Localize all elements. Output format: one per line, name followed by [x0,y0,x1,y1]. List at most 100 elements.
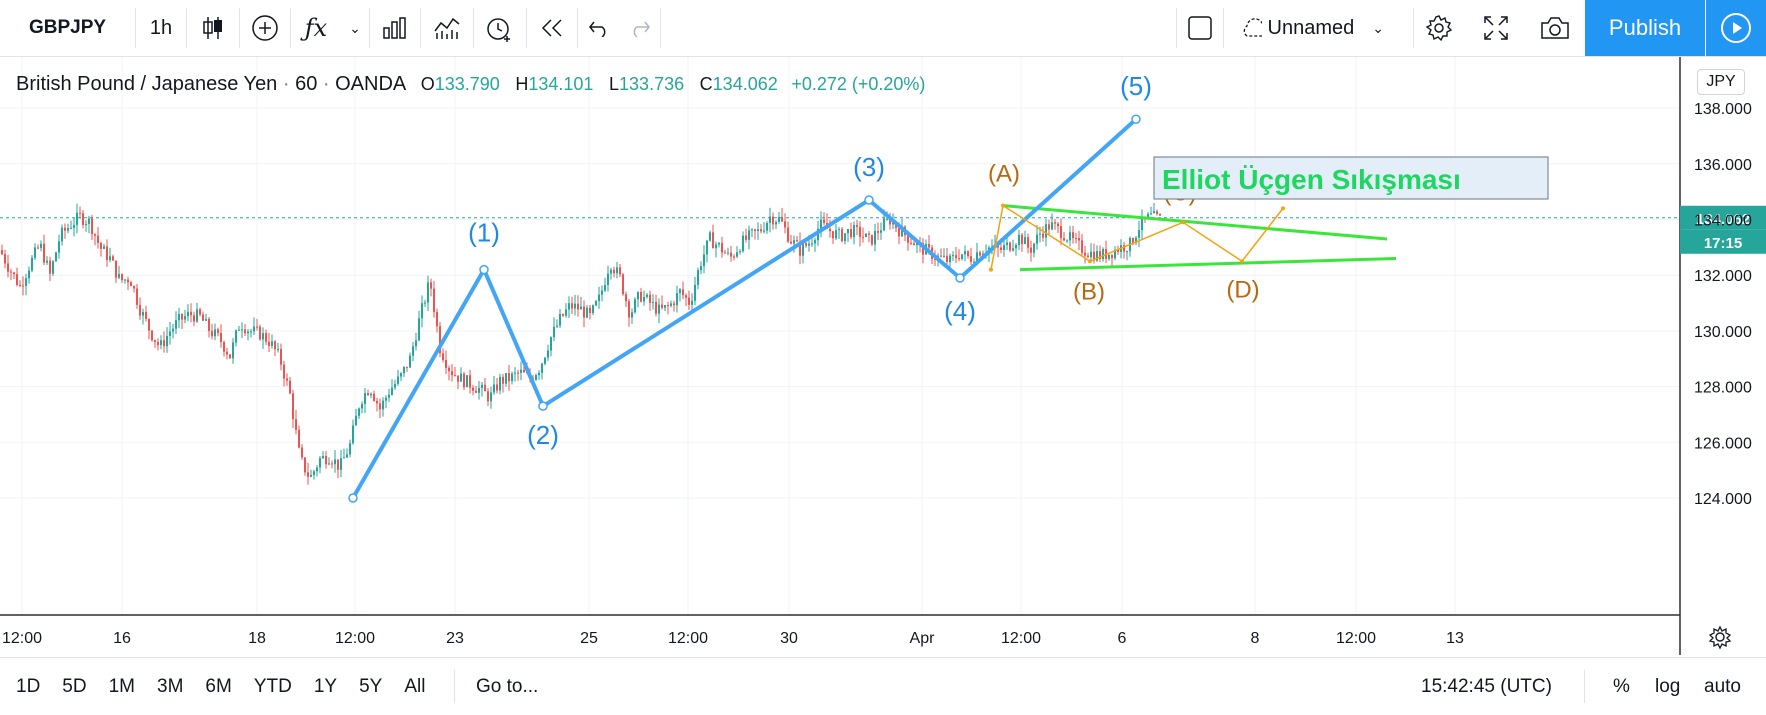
countdown-badge [1680,229,1766,254]
publish-button[interactable]: Publish [1585,0,1705,56]
candle-body [352,425,354,444]
impulse-wave-line [351,117,1138,499]
abcde-point [1088,259,1092,264]
candle-body [607,273,609,286]
undo-button[interactable] [578,0,620,56]
candle-body [697,270,699,285]
abcde-point [1181,220,1185,225]
candle-body [1060,226,1062,239]
wave-point [348,493,358,503]
goto-label: Go to... [476,675,539,697]
percent-toggle[interactable]: % [1613,658,1630,715]
candle-body [844,233,846,242]
log-toggle[interactable]: log [1655,658,1680,715]
candle-body [370,393,372,396]
wave-point [955,273,965,283]
candle-body [1150,213,1152,215]
candle-body [691,300,693,305]
candle-body [1003,245,1005,251]
candle-body [979,252,981,256]
candle-body [358,408,360,416]
candle-body [1087,255,1089,258]
play-button[interactable] [1706,0,1766,56]
candle-body [583,306,585,318]
replay-button[interactable] [527,0,577,56]
candle-body [553,326,555,338]
candle-body [874,231,876,245]
financials-button[interactable] [370,0,420,56]
symbol-search-button[interactable]: GBPJPY [0,0,135,56]
chart-type-button[interactable] [187,0,239,56]
candle-body [796,240,798,242]
goto-button[interactable]: Go to... [476,658,538,715]
settings-button[interactable] [1414,0,1464,56]
candle-body [118,273,120,278]
candle-body [478,387,480,393]
time-tick-label: 6 [1118,630,1127,647]
candle-body [898,228,900,237]
range-button-1m[interactable]: 1M [108,675,135,697]
candle-body [1054,222,1056,224]
snapshot-button[interactable] [1529,0,1581,56]
candle-body [121,273,123,281]
wave-point [479,264,489,275]
candle-body [415,340,417,347]
abcde-wave-line [990,204,1284,270]
candle-body [706,240,708,255]
camera-icon [1541,17,1569,39]
candle-body [205,318,207,321]
range-button-3m[interactable]: 3M [157,675,184,697]
candle-body [754,229,756,232]
range-button-5d[interactable]: 5D [62,675,87,697]
candle-body [484,384,486,392]
candle-body [1033,243,1035,253]
candle-body [379,403,381,410]
candle-body [187,311,189,317]
range-button-ytd[interactable]: YTD [253,675,292,697]
alert-button[interactable] [474,0,526,56]
layout-name-button[interactable]: Unnamed ⌄ [1224,0,1384,56]
range-button-all[interactable]: All [404,675,426,697]
candle-body [328,463,330,465]
candle-body [1057,223,1059,227]
abcde-point [1240,259,1244,264]
candle-body [1063,238,1065,241]
candle-body [1102,249,1104,260]
range-button-6m[interactable]: 6M [205,675,232,697]
legend-exchange: OANDA [335,73,406,95]
candle-body [406,366,408,368]
candle-body [127,279,129,283]
range-button-1d[interactable]: 1D [16,675,41,697]
redo-button[interactable] [620,0,660,56]
candle-body [961,254,963,259]
indicators-button[interactable]: ƒx [291,0,341,56]
candle-body [1009,242,1011,251]
series-legend: British Pound / Japanese Yen · 60 · OAND… [16,73,926,95]
candle-body [64,227,66,231]
fullscreen-button[interactable] [1471,0,1521,56]
compare-button[interactable] [240,0,290,56]
candle-body [289,380,291,394]
candle-body [514,372,516,374]
candle-body [103,246,105,249]
currency-button[interactable]: JPY [1697,69,1745,95]
candle-body [247,331,249,334]
select-layout-button[interactable] [1177,0,1223,56]
range-button-5y[interactable]: 5Y [359,675,383,697]
time-tick-label: 12:00 [668,630,708,647]
price-tick-label: 130.000 [1694,324,1752,341]
cloud-icon [1243,18,1262,37]
candle-body [436,312,438,327]
interval-button[interactable]: 1h [136,0,186,56]
candle-body [124,279,126,281]
candle-body [448,367,450,372]
candle-body [4,254,6,264]
candle-body [391,387,393,395]
templates-button[interactable] [421,0,473,56]
range-button-1y[interactable]: 1Y [313,675,338,697]
auto-toggle[interactable]: auto [1704,658,1741,715]
indicators-dropdown[interactable]: ⌄ [341,0,369,56]
candle-body [454,375,456,377]
candle-body [460,373,462,382]
